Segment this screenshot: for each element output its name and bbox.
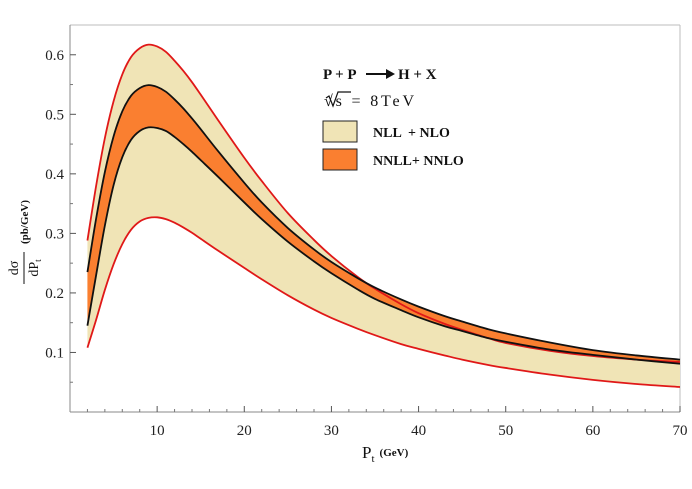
x-axis-label: Pt (GeV): [362, 443, 409, 465]
band-fill-nnll-nnlo: [87, 85, 681, 364]
y-tick-label: 0.5: [45, 107, 64, 123]
process-arrow-head: [386, 69, 395, 79]
y-tick-label: 0.4: [45, 167, 64, 183]
y-tick-label: 0.3: [45, 226, 64, 242]
x-tick-label: 60: [585, 423, 600, 439]
y-ticks: 0.1 0.2 0.3 0.4 0.5 0.6: [45, 48, 76, 383]
energy-label: √s = 8TeV: [324, 93, 414, 110]
process-annotation: P + P H + X: [323, 67, 437, 83]
sqrt-sign: [325, 91, 351, 108]
legend-label-nll-nlo: NLL + NLO: [373, 126, 450, 141]
process-rhs: H + X: [398, 67, 437, 83]
y-axis-label-unit: (pb/GeV): [19, 200, 31, 244]
y-tick-label: 0.2: [45, 286, 64, 302]
legend-swatch-nll-nlo: [322, 120, 358, 143]
band-edges: [86, 43, 681, 388]
y-axis-label-numerator: dσ: [7, 260, 22, 275]
x-tick-label: 30: [324, 423, 339, 439]
x-tick-label: 70: [673, 423, 688, 439]
energy-annotation: √s = 8TeV: [324, 91, 414, 110]
bands-layer: [86, 43, 681, 388]
x-tick-label: 20: [237, 423, 252, 439]
legend-label-nnll-nnlo: NNLL+ NNLO: [373, 154, 464, 169]
x-ticks: 10 20 30 40 50 60 70: [86, 406, 688, 439]
y-tick-label: 0.6: [45, 48, 64, 64]
legend-swatch-nnll-nnlo: [322, 148, 358, 171]
x-axis-label-unit: (GeV): [380, 447, 409, 459]
y-axis-label-den-sub: t: [33, 259, 43, 262]
x-tick-label: 10: [150, 423, 165, 439]
x-axis-label-main: P: [362, 443, 371, 462]
x-tick-label: 50: [498, 423, 513, 439]
y-tick-label: 0.1: [45, 345, 64, 361]
y-axis-label-den-main: dP: [27, 262, 42, 277]
legend: NLL + NLO NNLL+ NNLO: [322, 120, 464, 171]
band-upper-edge-nnll-nnlo: [86, 84, 681, 361]
band-lower-edge-nll-nlo: [86, 216, 681, 388]
band-lower-edge-nnll-nnlo: [86, 126, 681, 365]
x-tick-label: 40: [411, 423, 426, 439]
band-fills: [87, 44, 681, 387]
y-axis-label-denominator: dPt: [27, 259, 43, 277]
process-lhs: P + P: [323, 67, 357, 83]
band-fill-nll-nlo: [87, 44, 681, 387]
y-axis-label: dσ dPt (pb/GeV): [7, 200, 43, 284]
x-axis-label-sub: t: [371, 453, 374, 465]
plot-frame: [69, 24, 681, 413]
